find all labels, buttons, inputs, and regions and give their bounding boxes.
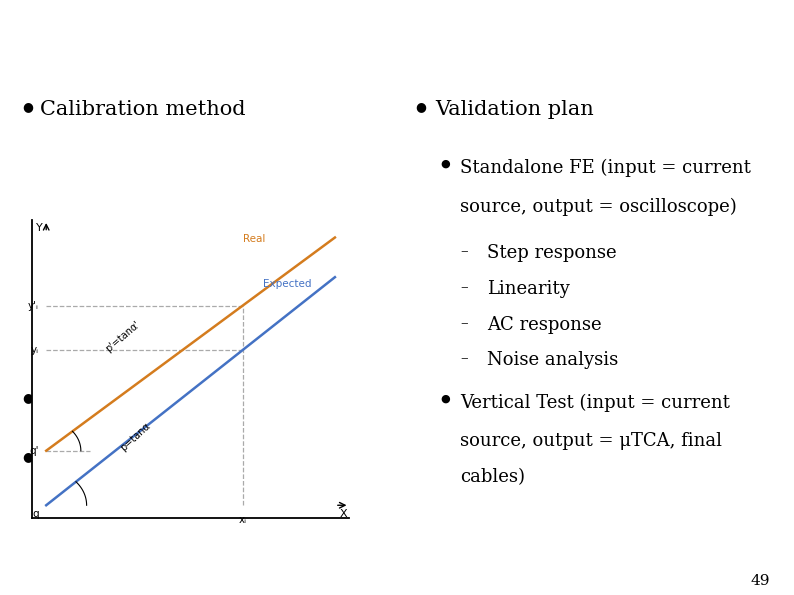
Text: ●: ● [22,450,33,464]
Text: cables): cables) [460,468,525,487]
Text: Find calibration factors p’ q’: Find calibration factors p’ q’ [40,391,323,409]
Text: Calibration & Validation: Calibration & Validation [159,23,635,60]
Text: –: – [460,244,468,258]
Text: Validation plan: Validation plan [435,100,594,119]
Text: Noise analysis: Noise analysis [487,351,619,369]
Text: Calibration method: Calibration method [40,100,245,119]
Text: ●: ● [440,159,449,168]
Text: q: q [33,509,39,519]
Text: Defined as Process Variables: Defined as Process Variables [40,450,326,468]
Text: ●: ● [440,393,449,403]
Text: –: – [460,316,468,330]
Text: Expected: Expected [263,279,311,289]
Text: Standalone FE (input = current: Standalone FE (input = current [460,159,751,177]
Text: source, output = μTCA, final: source, output = μTCA, final [460,433,722,450]
Text: source, output = oscilloscope): source, output = oscilloscope) [460,198,737,215]
Text: Vertical Test (input = current: Vertical Test (input = current [460,393,730,412]
Text: X: X [340,509,348,519]
Text: yᵢ: yᵢ [31,345,39,355]
Text: y'ᵢ: y'ᵢ [28,300,39,311]
Text: q': q' [29,446,39,456]
Text: –: – [460,280,468,294]
Text: p=tanα: p=tanα [118,421,152,453]
Text: ●: ● [22,391,33,404]
Text: Real: Real [242,234,265,245]
Text: Step response: Step response [487,244,617,262]
Text: ●: ● [415,100,426,113]
Text: p'=tanα': p'=tanα' [104,319,142,353]
Text: AC response: AC response [487,316,602,334]
Text: ●: ● [22,100,33,113]
Text: 49: 49 [750,574,770,588]
Text: Y: Y [36,223,42,233]
Text: xᵢ: xᵢ [238,515,246,525]
Text: –: – [460,351,468,365]
Text: Linearity: Linearity [487,280,570,298]
